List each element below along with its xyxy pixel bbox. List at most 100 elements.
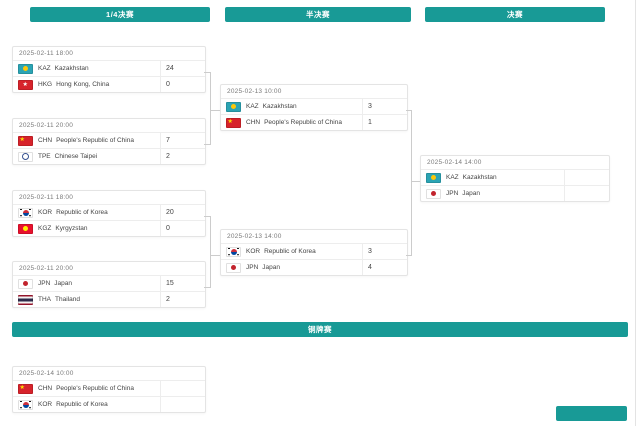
team-row: JPN Japan 15 — [13, 275, 205, 291]
flag-china-icon — [18, 383, 33, 394]
team-row: JPN Japan — [421, 185, 609, 201]
team-name: Kazakhstan — [462, 174, 497, 181]
flag-kazakhstan-icon — [426, 172, 441, 183]
match-datetime: 2025-02-11 20:00 — [19, 265, 74, 272]
match-datetime: 2025-02-13 10:00 — [227, 88, 282, 95]
team-score: 3 — [362, 98, 407, 114]
team-code: TPE — [38, 153, 51, 160]
bracket-connector — [210, 255, 220, 256]
team-row: CHN People's Republic of China 7 — [13, 132, 205, 148]
bracket-connector — [204, 72, 210, 73]
bracket-connector — [406, 255, 411, 256]
team-score: 20 — [160, 204, 205, 220]
team-score: 0 — [160, 76, 205, 92]
team-row: TPE Chinese Taipei 2 — [13, 148, 205, 164]
team-code: KGZ — [38, 225, 52, 232]
team-row: CHN People's Republic of China — [13, 380, 205, 396]
match-card-qf4[interactable]: 2025-02-11 20:00 JPN Japan 15 THA Thaila… — [12, 261, 206, 308]
team-code: KAZ — [38, 65, 51, 72]
team-row: KOR Republic of Korea — [13, 396, 205, 412]
bracket-connector — [411, 181, 420, 182]
page-right-edge-line — [635, 0, 636, 426]
team-score: 2 — [160, 148, 205, 164]
bracket-connector — [204, 216, 210, 217]
flag-korea-icon — [226, 246, 241, 257]
bracket-connector — [210, 216, 211, 288]
team-name: People's Republic of China — [56, 137, 134, 144]
match-card-qf2[interactable]: 2025-02-11 20:00 CHN People's Republic o… — [12, 118, 206, 165]
team-name: Kazakhstan — [262, 103, 297, 110]
team-score: 1 — [362, 114, 407, 130]
team-score: 0 — [160, 220, 205, 236]
bracket-connector — [204, 287, 210, 288]
team-row: KOR Republic of Korea 20 — [13, 204, 205, 220]
bracket-connector — [210, 110, 220, 111]
round-header-bronze: 铜牌赛 — [12, 322, 628, 337]
team-score — [160, 396, 205, 412]
team-name: Japan — [462, 190, 480, 197]
team-score: 15 — [160, 275, 205, 291]
team-score — [160, 380, 205, 396]
team-code: KOR — [38, 209, 53, 216]
team-name: Kyrgyzstan — [55, 225, 88, 232]
match-card-final[interactable]: 2025-02-14 14:00 KAZ Kazakhstan JPN Japa… — [420, 155, 610, 202]
team-row: KOR Republic of Korea 3 — [221, 243, 407, 259]
team-code: CHN — [38, 137, 53, 144]
team-name: Kazakhstan — [54, 65, 89, 72]
flag-korea-icon — [18, 399, 33, 410]
flag-kyrgyzstan-icon — [18, 223, 33, 234]
match-datetime: 2025-02-14 10:00 — [19, 370, 74, 377]
match-card-bronze[interactable]: 2025-02-14 10:00 CHN People's Republic o… — [12, 366, 206, 413]
team-score — [564, 185, 609, 201]
match-datetime: 2025-02-11 18:00 — [19, 194, 74, 201]
team-code: KAZ — [446, 174, 459, 181]
match-datetime: 2025-02-13 14:00 — [227, 233, 282, 240]
team-name: People's Republic of China — [264, 119, 342, 126]
flag-hongkong-icon — [18, 79, 33, 90]
team-code: CHN — [38, 385, 53, 392]
team-row: JPN Japan 4 — [221, 259, 407, 275]
bracket-connector — [210, 72, 211, 145]
flag-thailand-icon — [18, 294, 33, 305]
team-code: CHN — [246, 119, 261, 126]
flag-china-icon — [18, 135, 33, 146]
team-score: 4 — [362, 259, 407, 275]
flag-japan-icon — [426, 188, 441, 199]
flag-china-icon — [226, 117, 241, 128]
round-header-semifinal: 半决赛 — [225, 7, 411, 22]
floating-badge[interactable] — [556, 406, 627, 421]
match-datetime: 2025-02-11 20:00 — [19, 122, 74, 129]
team-code: JPN — [246, 264, 259, 271]
flag-japan-icon — [226, 262, 241, 273]
flag-kazakhstan-icon — [226, 101, 241, 112]
match-card-qf3[interactable]: 2025-02-11 18:00 KOR Republic of Korea 2… — [12, 190, 206, 237]
team-code: KAZ — [246, 103, 259, 110]
match-datetime: 2025-02-11 18:00 — [19, 50, 74, 57]
bracket-connector — [411, 110, 412, 256]
team-name: Republic of Korea — [56, 401, 108, 408]
team-row: CHN People's Republic of China 1 — [221, 114, 407, 130]
flag-kazakhstan-icon — [18, 63, 33, 74]
flag-chinese-taipei-icon — [18, 151, 33, 162]
team-row: KAZ Kazakhstan 24 — [13, 60, 205, 76]
team-score: 3 — [362, 243, 407, 259]
team-score: 2 — [160, 291, 205, 307]
match-card-qf1[interactable]: 2025-02-11 18:00 KAZ Kazakhstan 24 HKG H… — [12, 46, 206, 93]
team-row: KAZ Kazakhstan — [421, 169, 609, 185]
team-code: THA — [38, 296, 51, 303]
bracket-connector — [204, 144, 210, 145]
team-row: THA Thailand 2 — [13, 291, 205, 307]
match-card-sf2[interactable]: 2025-02-13 14:00 KOR Republic of Korea 3… — [220, 229, 408, 276]
team-name: Republic of Korea — [56, 209, 108, 216]
team-row: KAZ Kazakhstan 3 — [221, 98, 407, 114]
team-name: Japan — [54, 280, 72, 287]
team-score — [564, 169, 609, 185]
round-header-quarterfinal: 1/4决赛 — [30, 7, 210, 22]
bracket-connector — [406, 110, 411, 111]
team-code: JPN — [446, 190, 459, 197]
match-card-sf1[interactable]: 2025-02-13 10:00 KAZ Kazakhstan 3 CHN Pe… — [220, 84, 408, 131]
team-name: Republic of Korea — [264, 248, 316, 255]
team-name: Chinese Taipei — [54, 153, 98, 160]
team-name: People's Republic of China — [56, 385, 134, 392]
round-header-final: 决赛 — [425, 7, 605, 22]
